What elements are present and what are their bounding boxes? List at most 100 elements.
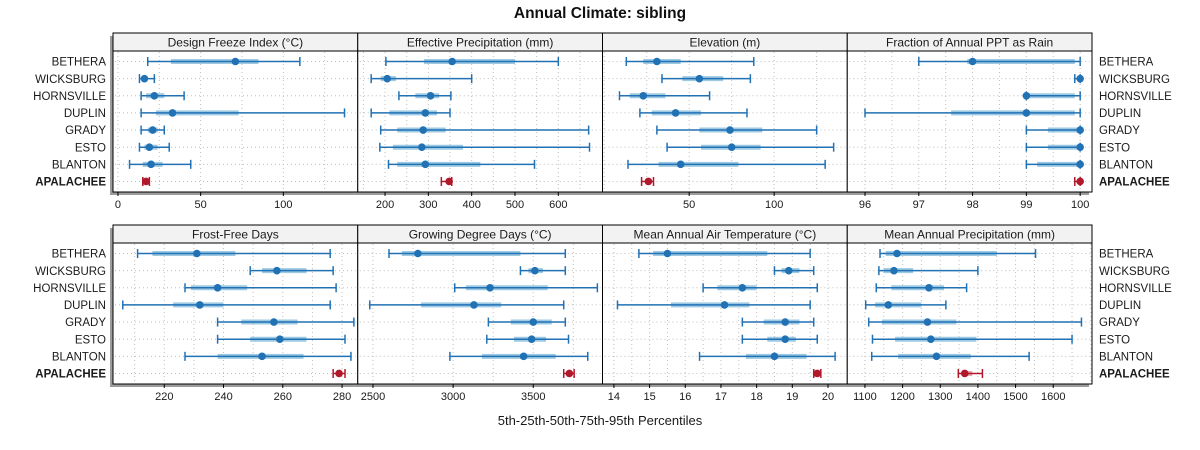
tick-label: 200 [376,199,394,211]
station-label-right: GRADY [1099,125,1140,137]
series-esto [741,334,819,344]
series-apalachee [440,176,453,186]
station-label-left: ESTO [75,142,106,154]
tick-label: 20 [822,391,834,403]
median-dot [270,318,278,326]
series-bethera [918,57,1081,66]
median-dot [727,143,736,151]
panel-box [602,50,848,193]
series-hornsville [618,91,711,101]
tick-label: 1400 [966,391,990,403]
series-bethera [385,57,560,66]
median-dot [486,283,494,292]
series-apalachee [332,368,346,378]
median-dot [426,91,435,100]
series-apalachee [957,368,984,378]
tick-label: 99 [1020,199,1032,211]
median-dot [531,266,539,275]
series-wicksburg [773,266,815,276]
tick-label: 1600 [1041,391,1065,403]
median-dot [813,369,822,378]
median-dot [148,126,157,134]
median-dot [923,318,932,326]
tick-label: 17 [715,391,727,403]
tick-label: 14 [608,391,620,403]
series-apalachee [640,176,655,186]
median-dot [695,74,704,83]
series-duplin [370,108,451,118]
median-dot [445,177,453,186]
series-esto [486,334,570,344]
median-dot [231,57,240,66]
chart-title: Annual Climate: sibling [513,5,687,22]
station-label-right: APALACHEE [1099,369,1170,381]
tick-label: 500 [506,199,524,211]
tick-label: 1500 [1003,391,1027,403]
panel-box [602,242,848,385]
series-grady [1025,125,1084,135]
tick-label: 1200 [890,391,914,403]
series-hornsville [398,91,452,101]
tick-label: 15 [643,391,655,403]
median-dot [968,57,977,66]
series-grady [741,317,815,327]
series-hornsville [453,283,599,293]
station-label-right: APALACHEE [1099,177,1170,189]
median-dot [258,352,266,361]
tick-label: 100 [1071,199,1089,211]
strip-label: Effective Precipitation (mm) [407,35,554,49]
series-bethera [879,249,1037,258]
median-dot [653,57,661,66]
tick-label: 98 [966,199,978,211]
station-label-right: WICKSBURG [1099,266,1170,278]
series-apalachee [812,368,822,378]
tick-label: 16 [679,391,691,403]
tick-label: 96 [859,199,871,211]
series-wicksburg [661,74,752,84]
strip-label: Growing Degree Days (°C) [409,227,552,241]
series-blanton [449,351,589,361]
median-dot [960,369,969,378]
series-blanton [387,159,536,169]
tick-label: 0 [115,199,121,211]
station-label-left: HORNSVILLE [33,91,106,103]
panel-elevation-m: Elevation (m) 50 100 [602,32,848,211]
median-dot [781,318,789,326]
median-dot [1076,177,1084,186]
tick-label: 1100 [853,391,877,403]
station-label-right: ESTO [1099,142,1130,154]
median-dot [140,74,149,83]
series-duplin [639,108,748,118]
median-dot [142,177,150,186]
panel-box [357,50,603,193]
series-blanton [128,159,192,169]
strip-label: Mean Annual Precipitation (mm) [884,227,1055,241]
station-label-right: DUPLIN [1099,108,1141,120]
series-bethera [136,249,331,258]
station-label-left: BETHERA [52,57,107,69]
series-esto [1025,142,1084,152]
station-label-right: HORNSVILLE [1099,283,1172,295]
panel-box [112,50,359,193]
series-bethera [625,57,755,66]
median-dot [1076,74,1084,83]
series-hornsville [140,91,185,101]
series-wicksburg [519,266,567,276]
station-label-right: BLANTON [1099,159,1153,171]
station-label-right: ESTO [1099,334,1130,346]
median-dot [519,352,528,361]
tick-label: 100 [274,199,292,211]
series-hornsville [184,283,337,293]
median-dot [1076,143,1084,151]
series-wicksburg [249,266,334,276]
median-dot [738,283,747,292]
median-dot [884,301,893,309]
series-hornsville [1022,91,1081,101]
median-dot [565,369,574,378]
panel-fraction-of-annual-ppt-as-rain: Fraction of Annual PPT as Rain 96 97 98 99 10… [846,32,1093,211]
panel-growing-degree-days-c: Growing Degree Days (°C) 2500 3000 3500 [357,224,603,403]
tick-label: 240 [214,391,232,403]
tick-label: 260 [274,391,292,403]
station-label-right: GRADY [1099,317,1140,329]
